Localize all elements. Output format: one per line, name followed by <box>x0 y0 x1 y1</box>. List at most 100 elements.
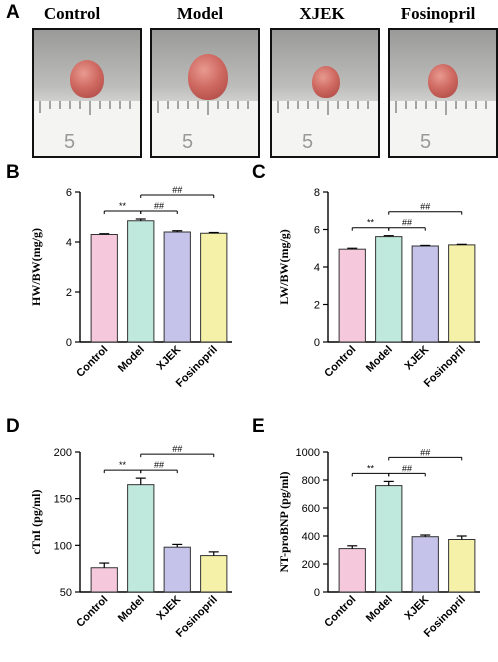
y-axis-label: NT-proBNP (pg/ml) <box>277 471 291 572</box>
panel-label-d: D <box>6 416 20 437</box>
bar-xjek <box>163 231 191 343</box>
y-axis-label: HW/BW(mg/g) <box>29 228 43 306</box>
ruler-mark: 5 <box>302 131 314 153</box>
y-tick-label: 0 <box>314 337 320 349</box>
ruler-mark: 5 <box>64 131 76 153</box>
ruler: 5 <box>152 100 258 156</box>
heart-specimen <box>312 66 340 98</box>
y-tick-label: 2 <box>66 287 72 299</box>
y-tick-label: 0 <box>314 587 320 599</box>
significance-label: ** <box>367 463 375 473</box>
chart-nt-probnp-svg: 0 200 400 600 800 1000 NT-proBNP (pg/ml) Contro… <box>277 447 480 640</box>
chart-nt-probnp: 0 200 400 600 800 1000 NT-proBNP (pg/ml) Contro… <box>248 422 498 662</box>
significance-label: ** <box>119 460 127 470</box>
ruler-mark: 5 <box>420 131 432 153</box>
bar-fosinopril <box>448 539 476 593</box>
heart-specimen <box>428 64 458 98</box>
y-tick-label: 200 <box>54 447 72 459</box>
bar-model <box>127 220 155 343</box>
photo-title-control: Control <box>43 4 101 23</box>
bar-model <box>375 236 403 343</box>
panel-label-b: B <box>6 162 20 183</box>
y-tick-label: 4 <box>66 237 72 249</box>
bar-model <box>375 485 403 593</box>
heart-specimen <box>188 54 228 100</box>
ruler: 5 <box>390 100 496 156</box>
heart-photo-fosinopril: 5 <box>388 28 498 158</box>
y-tick-label: 6 <box>66 187 72 199</box>
x-tick-label: Control <box>322 594 358 630</box>
significance-label: ## <box>154 201 164 211</box>
x-tick-label: Model <box>364 344 395 375</box>
heart-photo-control: 5 <box>32 28 142 158</box>
y-tick-label: 200 <box>302 559 320 571</box>
significance-label: ## <box>402 218 412 228</box>
x-tick-label: Model <box>116 344 147 375</box>
y-tick-label: 100 <box>54 540 72 552</box>
y-tick-label: 1000 <box>296 447 320 459</box>
y-tick-label: 2 <box>314 300 320 312</box>
x-tick-label: Control <box>74 594 110 630</box>
ruler-ticks <box>277 101 369 115</box>
chart-lw-bw: 0 2 4 6 8 LW/BW(mg/g) Control Model XJEK Fosinopr… <box>248 170 498 415</box>
x-tick-label: XJEK <box>403 594 432 623</box>
ruler-mark: 5 <box>182 131 194 153</box>
bar-control <box>90 567 118 593</box>
ruler: 5 <box>34 100 140 156</box>
photo-title-fosinopril: Fosinopril <box>400 4 476 23</box>
bar-control <box>90 234 118 343</box>
y-tick-label: 4 <box>314 262 320 274</box>
significance-label: ## <box>420 202 430 212</box>
ruler-ticks <box>39 101 131 115</box>
photo-title-xjek: XJEK <box>299 4 345 23</box>
y-tick-label: 400 <box>302 531 320 543</box>
chart-hw-bw: 0 2 4 6 HW/BW(mg/g) Control Model XJEK Fosinopri… <box>0 170 250 415</box>
chart-ctni: 50 100 150 200 cTnI (pg/ml) Control Model XJEK F… <box>0 422 250 662</box>
bar-fosinopril <box>448 244 476 343</box>
bar-control <box>338 248 366 343</box>
significance-label: ## <box>172 185 182 195</box>
x-tick-label: Control <box>74 344 110 380</box>
bar-fosinopril <box>200 232 228 343</box>
x-tick-label: Model <box>116 594 147 625</box>
x-tick-label: XJEK <box>403 344 432 373</box>
significance-label: ## <box>420 447 430 457</box>
significance-label: ** <box>119 201 127 211</box>
x-tick-label: XJEK <box>155 594 184 623</box>
x-tick-label: Model <box>364 594 395 625</box>
y-axis-label: cTnI (pg/ml) <box>29 489 43 554</box>
bar-xjek <box>411 536 439 593</box>
ruler-ticks <box>157 101 249 115</box>
significance-label: ## <box>402 463 412 473</box>
x-tick-label: XJEK <box>155 344 184 373</box>
y-tick-label: 800 <box>302 475 320 487</box>
y-tick-label: 150 <box>54 494 72 506</box>
bar-xjek <box>411 245 439 343</box>
y-tick-label: 8 <box>314 187 320 199</box>
x-tick-label: Control <box>322 344 358 380</box>
panel-label-a: A <box>6 2 20 23</box>
significance-label: ** <box>367 218 375 228</box>
bar-model <box>127 484 155 593</box>
y-tick-label: 0 <box>66 337 72 349</box>
heart-photo-xjek: 5 <box>270 28 380 158</box>
panel-label-e: E <box>252 416 265 437</box>
panel-label-c: C <box>252 162 266 183</box>
heart-photo-model: 5 <box>150 28 260 158</box>
bar-xjek <box>163 546 191 593</box>
y-axis-label: LW/BW(mg/g) <box>277 229 291 305</box>
y-tick-label: 600 <box>302 503 320 515</box>
photo-title-model: Model <box>176 4 224 23</box>
bar-control <box>338 548 366 593</box>
heart-specimen <box>70 60 104 98</box>
y-tick-label: 6 <box>314 225 320 237</box>
ruler-ticks <box>395 101 487 115</box>
ruler: 5 <box>272 100 378 156</box>
bar-fosinopril <box>200 555 228 593</box>
significance-label: ## <box>154 460 164 470</box>
significance-label: ## <box>172 444 182 454</box>
y-tick-label: 50 <box>60 587 72 599</box>
